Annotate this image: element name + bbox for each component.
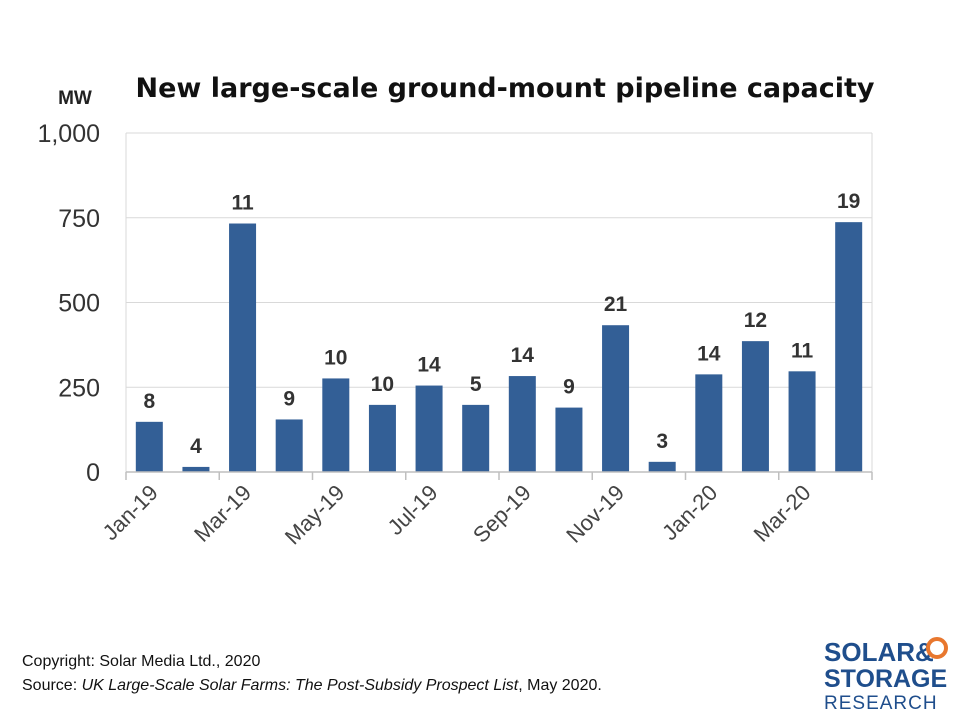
bar	[135, 421, 163, 472]
bar	[648, 461, 676, 472]
bar	[182, 466, 210, 472]
bar	[368, 404, 396, 472]
solar-storage-research-logo: SOLAR& STORAGE RESEARCH	[824, 637, 954, 715]
logo-solar-text: SOLAR	[824, 637, 915, 667]
data-label: 9	[283, 387, 295, 410]
x-tick-label: Jul-19	[383, 480, 443, 540]
data-label: 10	[371, 373, 394, 396]
logo-line-solar: SOLAR&	[824, 639, 934, 665]
bars	[135, 222, 863, 472]
data-label: 12	[744, 309, 767, 332]
x-tick-label: Nov-19	[561, 480, 629, 548]
chart-title: New large-scale ground-mount pipeline ca…	[136, 73, 875, 104]
bar	[695, 374, 723, 472]
data-label: 21	[604, 293, 628, 316]
data-label: 14	[697, 342, 721, 365]
source-suffix: , May 2020.	[518, 677, 602, 694]
bar	[602, 325, 630, 472]
bar	[322, 378, 350, 472]
x-tick-label: Sep-19	[468, 480, 536, 548]
data-label: 11	[231, 192, 254, 215]
logo-storage-text: STORAGE	[824, 665, 948, 693]
bar	[835, 222, 863, 472]
data-label: 11	[791, 339, 814, 362]
data-label: 14	[417, 354, 441, 377]
data-label: 5	[470, 373, 482, 396]
y-axis-unit-label: MW	[58, 88, 92, 109]
source-prefix: Source:	[22, 677, 82, 694]
bar	[229, 223, 257, 472]
sun-icon	[926, 637, 948, 659]
bar	[415, 385, 443, 472]
axes: 0 250 500 750 1,000 Jan-19 Mar-19 May-19 Jul-19 S…	[37, 120, 873, 550]
x-tick-label: Mar-19	[189, 480, 256, 547]
bar	[555, 407, 583, 472]
x-tick-label: Jan-20	[657, 480, 722, 545]
source-title: UK Large-Scale Solar Farms: The Post-Sub…	[81, 677, 519, 694]
data-label: 10	[324, 346, 347, 369]
x-tick-label: May-19	[280, 480, 350, 550]
data-label: 4	[190, 435, 202, 458]
logo-research-text: RESEARCH	[824, 693, 938, 714]
bar	[508, 376, 536, 472]
source-text: Source: UK Large-Scale Solar Farms: The …	[22, 677, 602, 695]
data-label: 9	[563, 376, 575, 399]
data-label: 8	[143, 390, 155, 413]
bar	[275, 419, 303, 472]
data-labels: 8 4 11 9 10 10 14 5 14 9 21 3 14 12 11 19	[143, 190, 860, 458]
y-tick-label: 1,000	[37, 120, 100, 148]
data-label: 14	[511, 344, 535, 367]
bar	[462, 404, 490, 472]
y-tick-label: 0	[86, 459, 100, 487]
bar	[741, 341, 769, 472]
y-tick-label: 500	[58, 290, 100, 318]
x-tick-label: Jan-19	[98, 480, 163, 545]
copyright-text: Copyright: Solar Media Ltd., 2020	[22, 653, 261, 670]
x-tick-label: Mar-20	[749, 480, 816, 547]
y-tick-label: 750	[58, 205, 100, 233]
data-label: 19	[837, 190, 860, 213]
data-label: 3	[656, 430, 668, 453]
y-tick-label: 250	[58, 374, 100, 402]
bar	[788, 371, 816, 472]
